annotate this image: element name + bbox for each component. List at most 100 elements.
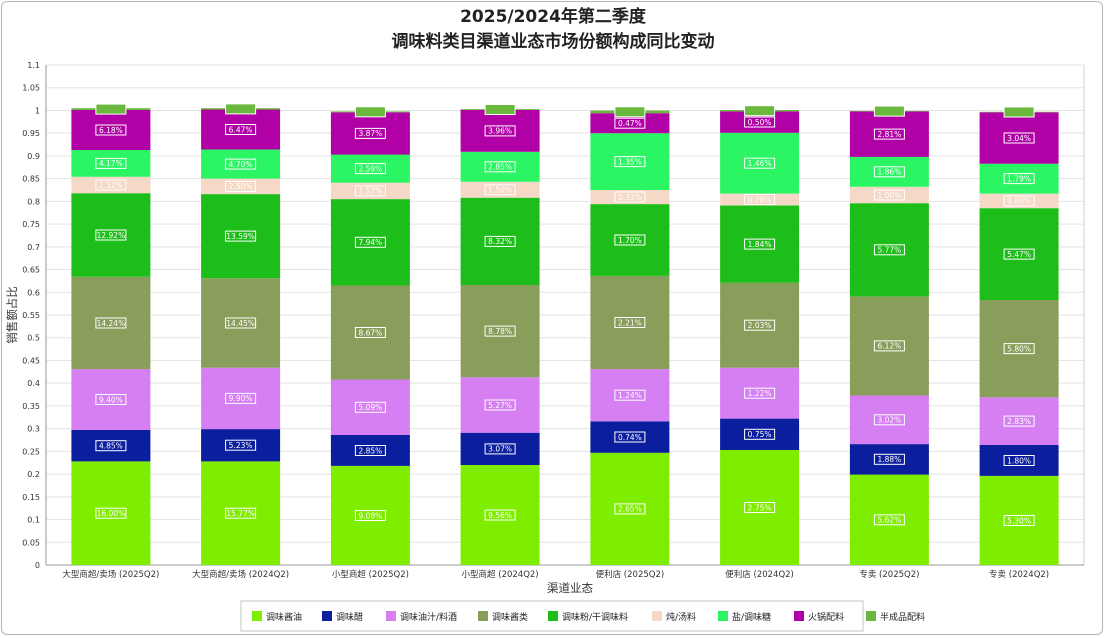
data-label: 9.08% — [358, 511, 382, 520]
bar-stack: 5.30% 1.80% 2.83% 5.80% 5.47% 0.86% 1.79% 3.04%… — [979, 106, 1059, 565]
data-label: 1.86% — [877, 168, 901, 177]
y-tick-label: 0 — [35, 561, 40, 570]
legend-item: 调味油汁/料酒 — [386, 611, 457, 623]
y-tick-label: 0.05 — [22, 538, 40, 547]
bar-stack: 2.65% 0.74% 1.24% 2.21% 1.70% 0.33% 1.35% 0.47%… — [590, 106, 670, 565]
chart-title: 2025/2024年第二季度 — [460, 6, 647, 27]
y-tick-label: 1 — [35, 106, 40, 115]
data-label-box — [95, 103, 127, 115]
data-label: 2.03% — [748, 321, 772, 330]
data-label: 5.23% — [229, 441, 253, 450]
data-label-box — [354, 401, 386, 413]
data-label: 13.59% — [226, 232, 255, 241]
data-label-box — [873, 189, 905, 201]
data-label: 2.81% — [877, 130, 901, 139]
legend-label: 盐/调味糖 — [732, 611, 771, 623]
data-label-box — [484, 184, 516, 196]
data-label: 0.28% — [748, 195, 772, 204]
y-tick-label: 0.6 — [27, 288, 40, 297]
data-label-box — [873, 166, 905, 178]
data-label-box — [225, 439, 257, 451]
data-label-box — [354, 236, 386, 248]
bar-stack: 9.56% 3.07% 5.27% 8.78% 8.32% 1.50% 2.85% 3.96%… — [460, 104, 540, 565]
legend-swatch — [652, 611, 662, 621]
data-label-box — [95, 124, 127, 136]
x-tick-label: 便利店 (2025Q2) — [596, 569, 665, 580]
data-label: 1.00% — [877, 191, 901, 200]
chart-subtitle: 调味料类目渠道业态市场份额构成同比变动 — [392, 31, 715, 52]
data-label-box — [744, 105, 776, 117]
data-label-box — [744, 502, 776, 513]
y-axis-label: 销售额占比 — [5, 286, 19, 344]
data-label: 0.04% — [877, 107, 901, 116]
legend-item: 调味酱油 — [252, 611, 302, 623]
data-label-box — [1003, 132, 1035, 144]
data-label-box — [95, 229, 127, 241]
legend-swatch — [252, 611, 262, 621]
data-label-box — [1003, 343, 1035, 355]
data-label-box — [744, 238, 776, 250]
legend-label: 调味粉/干调味料 — [562, 611, 628, 623]
data-label-box — [614, 431, 646, 443]
y-tick-label: 0.2 — [27, 470, 40, 479]
data-label-box — [354, 127, 386, 139]
data-label: 14.45% — [226, 319, 255, 328]
data-label: 3.96% — [488, 127, 512, 136]
data-label: 5.77% — [877, 246, 901, 255]
data-label-box — [744, 194, 776, 205]
data-label: 1.70% — [618, 236, 642, 245]
y-tick-label: 0.1 — [27, 516, 40, 525]
data-label: 2.75% — [748, 503, 772, 512]
bar-stack: 5.62% 1.88% 3.02% 6.12% 5.77% 1.00% 1.86% 2.81%… — [849, 105, 929, 565]
legend-label: 调味酱类 — [492, 611, 528, 623]
data-label: 9.40% — [99, 395, 123, 404]
legend-item: 半成品配料 — [866, 611, 925, 623]
data-label-box — [614, 234, 646, 246]
legend-label: 调味醋 — [336, 611, 363, 623]
data-label-box — [873, 514, 905, 526]
data-label: 9.56% — [488, 511, 512, 520]
data-label-box — [614, 117, 646, 129]
data-label: 0.47% — [618, 119, 642, 128]
data-label: 1.35% — [618, 157, 642, 166]
bar-stack: 15.77% 5.23% 9.90% 14.45% 13.59% 2.50% 4.70% 6.… — [201, 103, 281, 565]
data-label: 5.09% — [358, 403, 382, 412]
data-label: 1.46% — [748, 159, 772, 168]
data-label-box — [1003, 106, 1035, 118]
data-label-box — [1003, 415, 1035, 427]
data-label-box — [873, 453, 905, 465]
data-label: 2.65% — [618, 505, 642, 514]
data-label: 12.92% — [97, 231, 126, 240]
data-label: 0.86% — [1007, 197, 1031, 206]
legend-swatch — [478, 611, 488, 621]
data-label: 1.80% — [1007, 456, 1031, 465]
y-tick-label: 0.4 — [27, 379, 40, 388]
data-label-box — [354, 327, 386, 338]
legend-swatch — [386, 611, 396, 621]
data-label: 2.85% — [488, 163, 512, 172]
y-tick-label: 0.5 — [27, 334, 40, 343]
data-label-box — [744, 319, 776, 331]
data-label: 2.83% — [1007, 417, 1031, 426]
data-label-box — [744, 116, 776, 128]
y-tick-label: 0.3 — [27, 425, 40, 434]
legend-label: 调味油汁/料酒 — [400, 611, 457, 623]
y-tick-label: 0.15 — [22, 493, 40, 502]
data-label: 5.30% — [1007, 516, 1031, 525]
data-label: 8.78% — [488, 327, 512, 336]
bar-stack: 2.75% 0.75% 1.22% 2.03% 1.84% 0.28% 1.46% 0.50%… — [720, 105, 800, 565]
data-label: 1.84% — [748, 240, 772, 249]
y-axis-ticks: 0 0.05 0.1 0.15 0.2 0.25 0.3 0.35 0.4 0.45 0.5 0.55… — [22, 61, 40, 570]
data-label-box — [1003, 515, 1035, 526]
legend-label: 火锅配料 — [808, 611, 844, 623]
bars: 16.00% 4.85% 9.40% 14.24% 12.92% 2.52% 4.17% 6.… — [71, 103, 1059, 565]
data-label: 1.79% — [1007, 174, 1031, 183]
data-label: 7.94% — [358, 238, 382, 247]
data-label-box — [354, 163, 386, 175]
data-label: 1.50% — [488, 186, 512, 195]
data-label: 2.52% — [99, 181, 123, 190]
data-label: 14.24% — [97, 319, 126, 328]
data-label: 16.00% — [97, 509, 126, 518]
data-label-box — [484, 125, 516, 137]
data-label: 5.80% — [1007, 344, 1031, 353]
